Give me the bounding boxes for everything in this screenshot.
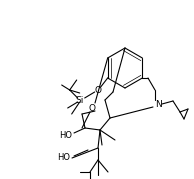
Text: Si: Si <box>75 96 84 105</box>
Text: HO: HO <box>59 130 72 139</box>
Text: HO: HO <box>57 154 70 163</box>
Text: O: O <box>88 103 95 112</box>
Text: O: O <box>94 86 101 95</box>
Text: N: N <box>155 100 161 108</box>
